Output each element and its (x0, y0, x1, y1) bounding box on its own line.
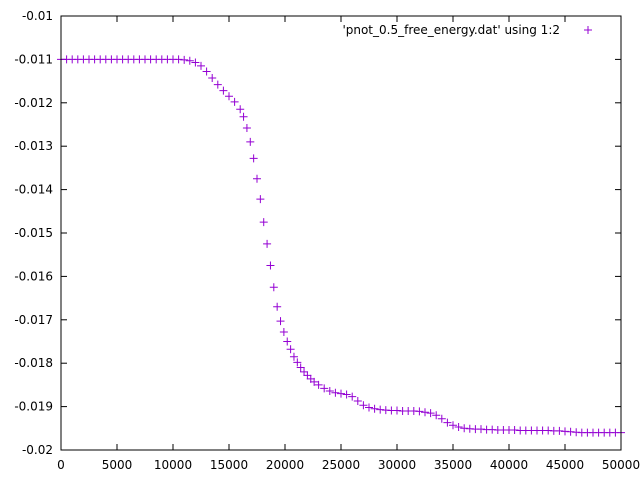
data-point (314, 380, 323, 389)
data-point (197, 61, 205, 70)
x-tick-label: 45000 (546, 458, 584, 472)
y-axis-tick-labels: -0.01 -0.011 -0.012 -0.013 -0.014 -0.015 -0.01… (14, 9, 53, 457)
data-point (353, 396, 362, 405)
y-tick-label: -0.018 (14, 356, 53, 370)
x-tick-label: 40000 (490, 458, 528, 472)
data-point (449, 421, 457, 430)
data-point (276, 317, 285, 326)
data-point (289, 352, 298, 361)
data-point (263, 239, 272, 248)
data-point (310, 377, 319, 386)
data-point (246, 137, 255, 146)
data-point (191, 58, 200, 67)
data-point (365, 403, 373, 412)
data-point (202, 67, 211, 76)
data-point (303, 371, 312, 380)
data-point (293, 358, 302, 367)
data-point (249, 154, 258, 163)
data-point (208, 74, 217, 83)
data-point (454, 422, 463, 431)
y-tick-label: -0.013 (14, 139, 53, 153)
data-point (325, 386, 334, 395)
data-point (342, 390, 351, 399)
y-tick-label: -0.014 (14, 183, 53, 197)
y-tick-label: -0.015 (14, 226, 53, 240)
data-point (230, 97, 239, 106)
data-point (256, 195, 265, 204)
data-point (273, 302, 282, 311)
x-axis-tick-labels: 0 5000 10000 15000 20000 25000 30000 35000 40000… (57, 458, 640, 472)
data-point (219, 86, 228, 95)
x-tick-label: 15000 (210, 458, 248, 472)
y-tick-label: -0.016 (14, 269, 53, 283)
data-point (283, 337, 292, 346)
data-point (426, 409, 435, 418)
y-tick-label: -0.01 (22, 9, 53, 23)
data-point (331, 388, 340, 397)
legend-marker-symbol (584, 26, 592, 34)
x-tick-label: 30000 (378, 458, 416, 472)
data-point (348, 392, 357, 401)
x-tick-label: 50000 (602, 458, 640, 472)
legend: 'pnot_0.5_free_energy.dat' using 1:2 (342, 23, 592, 37)
x-tick-label: 25000 (322, 458, 360, 472)
data-point (296, 363, 305, 372)
y-tick-label: -0.011 (14, 52, 53, 66)
y-tick-label: -0.012 (14, 96, 53, 110)
data-point (286, 345, 295, 354)
data-point (432, 411, 441, 420)
data-point (370, 404, 379, 413)
data-point (359, 401, 368, 410)
series-points (57, 55, 625, 437)
data-point (300, 367, 309, 376)
data-point (236, 105, 245, 114)
data-point (437, 414, 446, 423)
data-point (239, 112, 248, 121)
x-tick-label: 35000 (434, 458, 472, 472)
legend-entry-label: 'pnot_0.5_free_energy.dat' using 1:2 (342, 23, 560, 37)
x-tick-label: 20000 (266, 458, 304, 472)
data-point (225, 92, 233, 101)
y-tick-label: -0.019 (14, 400, 53, 414)
data-point (415, 407, 424, 416)
data-point (443, 418, 452, 427)
x-tick-label: 0 (57, 458, 65, 472)
plot-area-border (60, 15, 622, 451)
y-tick-label: -0.02 (22, 443, 53, 457)
data-point (337, 389, 345, 398)
y-tick-label: -0.017 (14, 313, 53, 327)
data-point (259, 218, 268, 227)
legend-marker (584, 26, 592, 34)
x-tick-label: 5000 (102, 458, 133, 472)
data-point (421, 408, 429, 417)
x-tick-label: 10000 (154, 458, 192, 472)
data-point (320, 384, 329, 393)
data-point (242, 123, 251, 132)
axis-ticks (60, 15, 622, 451)
data-point (180, 55, 189, 64)
data-point (253, 174, 261, 183)
data-point (269, 283, 278, 292)
data-point (279, 327, 288, 336)
data-point (213, 80, 222, 89)
data-point (185, 56, 194, 65)
data-point (266, 261, 275, 270)
